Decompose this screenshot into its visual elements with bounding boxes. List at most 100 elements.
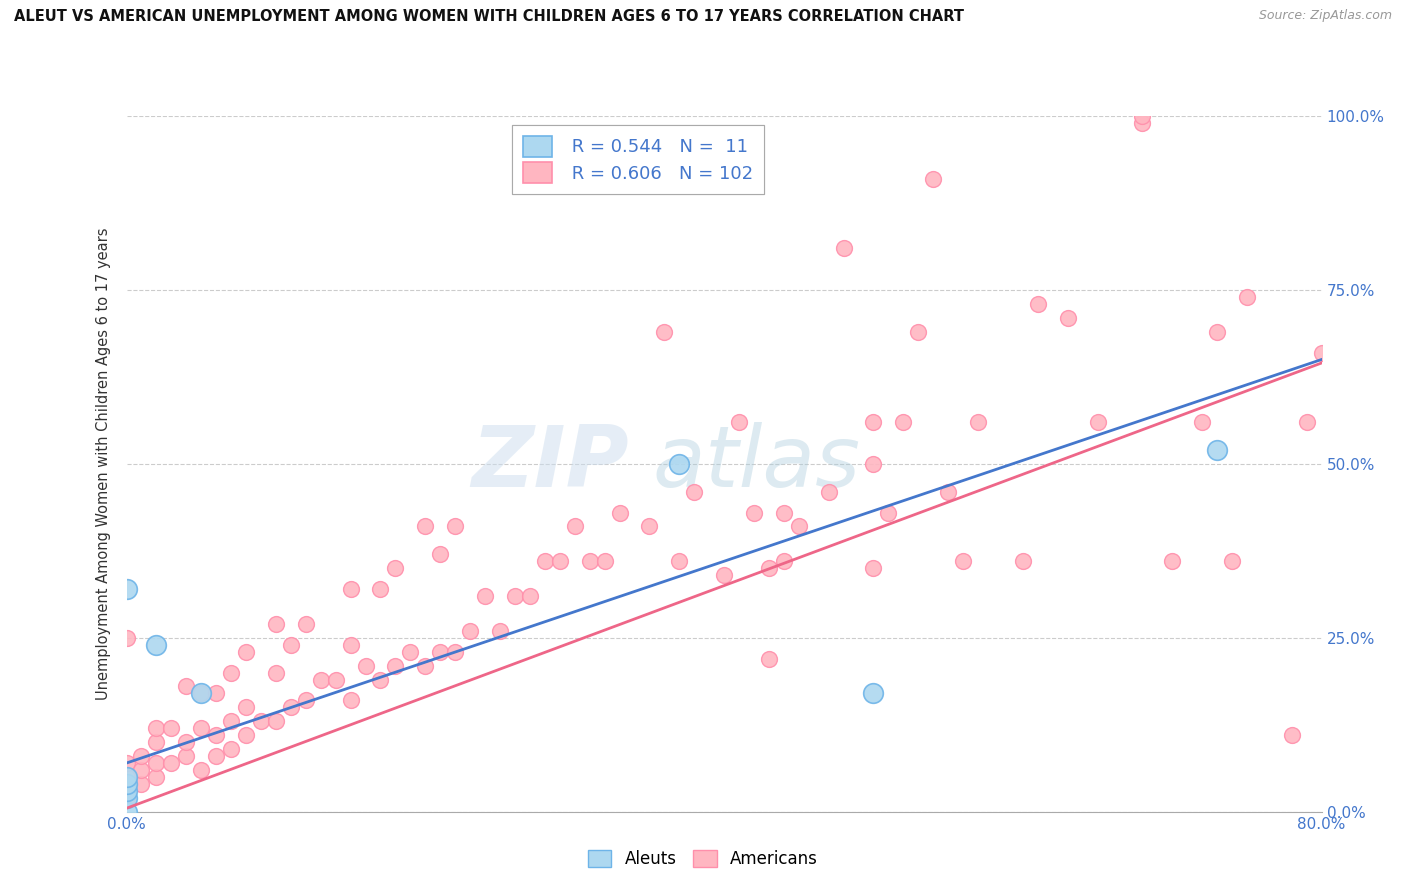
Point [1236,290,1258,304]
Point [250,714,273,729]
Point [115,790,138,805]
Point [384,658,406,673]
Point [489,624,512,638]
Point [264,665,287,680]
Legend:  R = 0.544   N =  11,  R = 0.606   N = 102: R = 0.544 N = 11, R = 0.606 N = 102 [512,125,763,194]
Text: ALEUT VS AMERICAN UNEMPLOYMENT AMONG WOMEN WITH CHILDREN AGES 6 TO 17 YEARS CORR: ALEUT VS AMERICAN UNEMPLOYMENT AMONG WOM… [14,9,965,24]
Point [638,519,661,533]
Point [115,790,138,805]
Point [548,554,571,568]
Point [758,651,780,665]
Point [264,616,287,631]
Point [354,658,377,673]
Point [1011,554,1033,568]
Point [1130,109,1153,123]
Point [145,756,167,770]
Point [339,582,361,596]
Point [593,554,616,568]
Point [1310,345,1333,359]
Point [668,554,690,568]
Point [922,171,945,186]
Point [115,631,138,645]
Point [1281,728,1303,742]
Point [219,742,242,756]
Point [773,554,796,568]
Legend: Aleuts, Americans: Aleuts, Americans [582,843,824,875]
Point [1056,310,1078,325]
Point [862,686,884,700]
Point [280,638,302,652]
Point [399,645,422,659]
Point [668,457,690,471]
Point [936,484,959,499]
Point [832,241,855,255]
Point [115,770,138,784]
Point [713,568,735,582]
Point [444,645,467,659]
Point [444,519,467,533]
Point [205,749,228,764]
Text: atlas: atlas [652,422,860,506]
Point [235,700,257,714]
Point [877,506,900,520]
Point [415,519,437,533]
Point [652,325,675,339]
Point [190,686,212,700]
Point [339,638,361,652]
Point [174,735,197,749]
Point [205,728,228,742]
Point [384,561,406,575]
Point [952,554,974,568]
Point [578,554,600,568]
Point [862,457,884,471]
Point [1130,116,1153,130]
Point [1220,554,1243,568]
Point [967,415,990,429]
Point [264,714,287,729]
Point [145,735,167,749]
Point [787,519,810,533]
Point [115,582,138,596]
Point [174,680,197,694]
Point [131,777,153,791]
Point [429,645,451,659]
Point [325,673,347,687]
Point [773,506,796,520]
Point [534,554,557,568]
Point [145,770,167,784]
Point [1206,325,1229,339]
Point [370,582,392,596]
Point [115,805,138,819]
Point [160,721,183,735]
Point [458,624,481,638]
Point [190,686,212,700]
Point [115,756,138,770]
Point [1161,554,1184,568]
Point [131,749,153,764]
Point [190,721,212,735]
Point [564,519,586,533]
Text: ZIP: ZIP [471,422,628,506]
Point [862,561,884,575]
Point [174,749,197,764]
Point [474,589,496,603]
Point [115,770,138,784]
Point [862,415,884,429]
Point [190,763,212,777]
Point [728,415,751,429]
Point [503,589,526,603]
Point [1206,442,1229,457]
Point [742,506,765,520]
Point [145,721,167,735]
Point [115,777,138,791]
Point [1026,297,1049,311]
Point [907,325,929,339]
Point [219,665,242,680]
Point [219,714,242,729]
Point [519,589,541,603]
Point [309,673,332,687]
Point [160,756,183,770]
Point [893,415,915,429]
Point [235,645,257,659]
Point [205,686,228,700]
